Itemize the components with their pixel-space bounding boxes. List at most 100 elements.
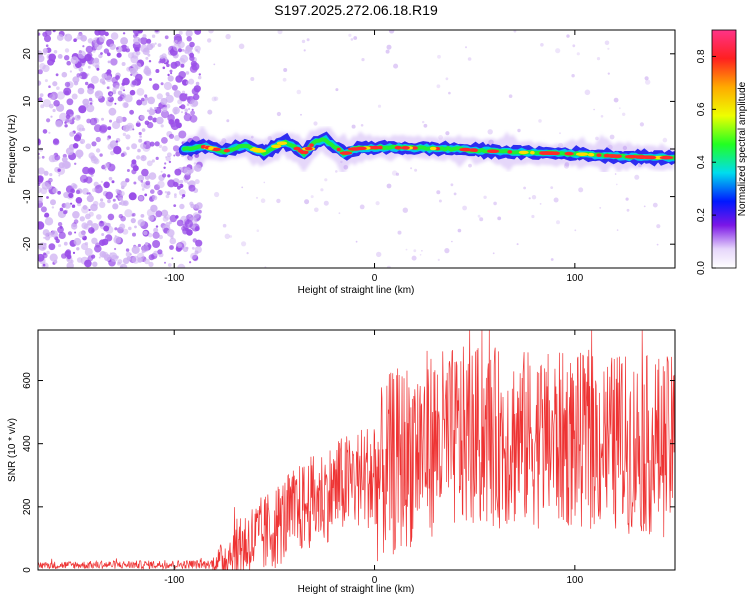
noise-speckle (42, 99, 52, 108)
noise-speckle (65, 185, 74, 194)
noise-speckle (413, 249, 417, 253)
spectrogram-xtick-label: 100 (566, 273, 583, 284)
noise-speckle (222, 223, 227, 228)
noise-speckle (185, 71, 190, 75)
noise-speckle (607, 72, 610, 75)
noise-speckle (174, 193, 177, 197)
noise-speckle (197, 75, 202, 80)
noise-speckle (538, 119, 542, 123)
noise-speckle (131, 159, 137, 165)
noise-speckle (48, 85, 51, 88)
noise-speckle (118, 202, 122, 205)
noise-speckle (571, 74, 575, 78)
noise-speckle (119, 190, 125, 197)
noise-speckle (46, 184, 52, 190)
noise-speckle (122, 228, 129, 235)
noise-speckle (86, 192, 89, 195)
noise-speckle (44, 217, 54, 226)
noise-speckle (174, 118, 180, 124)
noise-speckle (574, 229, 577, 232)
noise-speckle (120, 37, 128, 45)
ridge-hot-spot (659, 155, 674, 160)
noise-speckle (174, 60, 181, 67)
noise-speckle (263, 181, 266, 184)
noise-speckle (132, 212, 136, 217)
noise-speckle (160, 110, 170, 119)
noise-speckle (157, 191, 160, 194)
noise-speckle (112, 203, 119, 210)
noise-speckle (172, 145, 180, 152)
noise-speckle (335, 170, 338, 173)
noise-speckle (39, 93, 44, 98)
noise-speckle (550, 186, 554, 190)
noise-speckle (596, 57, 601, 61)
noise-speckle (184, 219, 193, 228)
noise-speckle (141, 168, 149, 177)
noise-speckle (121, 62, 126, 66)
ridge-hot-spot (355, 146, 367, 151)
noise-speckle (65, 147, 74, 156)
noise-speckle (151, 34, 156, 38)
noise-speckle (115, 188, 120, 193)
noise-speckle (69, 131, 75, 137)
noise-speckle (162, 173, 167, 178)
noise-speckle (57, 222, 63, 227)
noise-speckle (152, 117, 158, 123)
noise-speckle (411, 255, 417, 261)
noise-speckle (70, 56, 79, 65)
noise-speckle (75, 132, 82, 139)
noise-speckle (42, 263, 46, 267)
noise-speckle (207, 109, 213, 115)
noise-speckle (195, 81, 200, 86)
noise-speckle (38, 147, 43, 152)
noise-speckle (99, 153, 103, 157)
noise-speckle (436, 190, 441, 195)
noise-speckle (166, 152, 172, 158)
noise-speckle (178, 71, 186, 79)
spectrogram-ytick-label: 0 (22, 146, 33, 152)
noise-speckle (38, 69, 43, 75)
noise-speckle (189, 65, 198, 73)
noise-speckle (92, 50, 96, 53)
noise-speckle (140, 180, 144, 183)
snr-series-line (38, 330, 675, 570)
noise-speckle (397, 230, 402, 235)
noise-speckle (180, 63, 185, 68)
noise-speckle (306, 38, 310, 42)
noise-speckle (182, 228, 189, 235)
noise-speckle (125, 178, 130, 183)
noise-speckle (94, 185, 103, 194)
noise-speckle (100, 180, 103, 183)
noise-speckle (584, 89, 591, 96)
noise-speckle (66, 262, 74, 268)
noise-speckle (166, 63, 170, 68)
noise-speckle (190, 252, 198, 260)
noise-speckle (104, 168, 107, 171)
noise-speckle (57, 226, 64, 234)
colorbar-tick-label: 0.0 (696, 261, 707, 275)
noise-speckle (53, 100, 60, 107)
noise-speckle (613, 97, 619, 103)
noise-speckle (388, 30, 395, 34)
noise-speckle (599, 207, 602, 209)
noise-speckle (148, 60, 152, 63)
noise-speckle (142, 47, 150, 56)
noise-speckle (162, 66, 166, 70)
noise-speckle (57, 54, 63, 59)
noise-speckle (88, 208, 91, 212)
noise-speckle (38, 186, 42, 194)
noise-speckle (169, 69, 173, 73)
noise-speckle (72, 117, 76, 121)
spectrogram-ytick-label: 10 (22, 95, 33, 107)
noise-speckle (445, 77, 449, 81)
noise-speckle (137, 175, 145, 182)
noise-speckle (81, 205, 89, 214)
noise-speckle (63, 55, 70, 61)
ridge-hot-spot (576, 152, 589, 156)
noise-speckle (652, 202, 658, 208)
noise-speckle (178, 130, 187, 139)
noise-speckle (335, 88, 339, 92)
snr-frame (37, 329, 676, 571)
noise-speckle (114, 102, 117, 105)
noise-speckle (38, 167, 45, 175)
